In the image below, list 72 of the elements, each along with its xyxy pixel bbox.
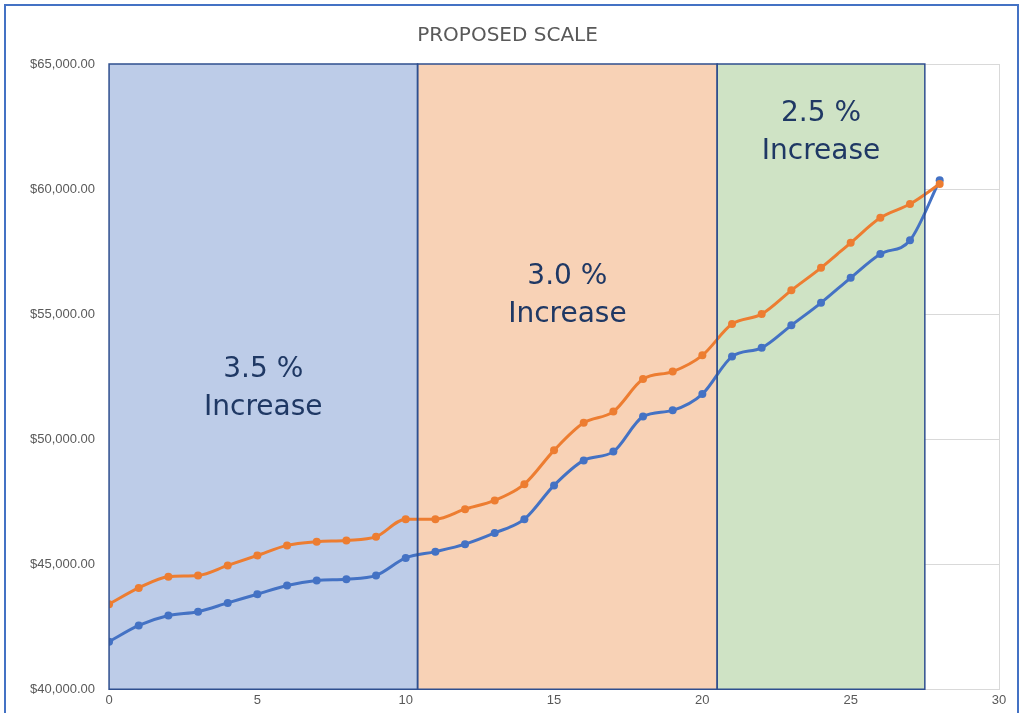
- point: [223, 598, 232, 607]
- point: [342, 536, 351, 545]
- point: [757, 310, 766, 319]
- band-label: 2.5 % Increase: [761, 95, 881, 167]
- point: [817, 298, 826, 307]
- point: [431, 547, 440, 556]
- point: [312, 576, 321, 585]
- point: [609, 407, 618, 416]
- point: [164, 572, 173, 581]
- point: [194, 607, 203, 616]
- point: [579, 418, 588, 427]
- chart-title: PROPOSED SCALE: [417, 22, 598, 47]
- point: [579, 456, 588, 465]
- point: [490, 496, 499, 505]
- point: [431, 515, 440, 524]
- band-label: 3.5 % Increase: [204, 351, 323, 423]
- point: [906, 200, 915, 209]
- point: [846, 273, 855, 282]
- point: [461, 540, 470, 549]
- x-tick-label: 25: [843, 691, 858, 707]
- point: [935, 180, 944, 189]
- x-tick-label: 5: [253, 691, 261, 707]
- point: [194, 571, 203, 580]
- point: [223, 561, 232, 570]
- point: [906, 236, 915, 245]
- point: [668, 406, 677, 415]
- y-tick-label: $55,000.00: [29, 305, 96, 321]
- y-tick-label: $50,000.00: [29, 430, 96, 446]
- x-tick-label: 30: [991, 691, 1007, 707]
- band-label: 3.0 % Increase: [508, 257, 627, 329]
- point: [639, 412, 648, 421]
- x-tick-label: 15: [546, 691, 562, 707]
- point: [550, 446, 559, 455]
- point: [372, 571, 381, 580]
- point: [283, 581, 292, 590]
- x-tick-label: 0: [105, 691, 113, 707]
- point: [876, 213, 885, 222]
- point: [757, 343, 766, 352]
- point: [312, 537, 321, 546]
- point: [253, 551, 262, 560]
- point: [490, 528, 499, 537]
- point: [728, 320, 737, 329]
- x-tick-label: 10: [398, 691, 413, 707]
- point: [520, 480, 529, 489]
- point: [698, 351, 707, 360]
- point: [134, 583, 143, 592]
- point: [817, 263, 826, 272]
- point: [787, 286, 796, 295]
- point: [134, 621, 143, 630]
- x-tick-label: 20: [695, 691, 710, 707]
- point: [698, 390, 707, 399]
- point: [372, 532, 381, 541]
- point: [668, 367, 677, 376]
- y-tick-label: $60,000.00: [29, 180, 96, 196]
- point: [164, 611, 173, 620]
- y-tick-label: $65,000.00: [29, 55, 96, 71]
- point: [520, 515, 529, 524]
- point: [787, 321, 796, 330]
- point: [609, 447, 618, 456]
- point: [639, 375, 648, 384]
- y-tick-label: $45,000.00: [29, 555, 96, 571]
- y-tick-label: $40,000.00: [29, 680, 96, 696]
- point: [283, 541, 292, 550]
- point: [401, 553, 410, 562]
- point: [876, 250, 885, 259]
- point: [253, 590, 262, 599]
- point: [550, 481, 559, 490]
- point: [342, 575, 351, 584]
- point: [461, 505, 470, 514]
- point: [846, 238, 855, 247]
- point: [401, 515, 410, 524]
- point: [728, 352, 737, 361]
